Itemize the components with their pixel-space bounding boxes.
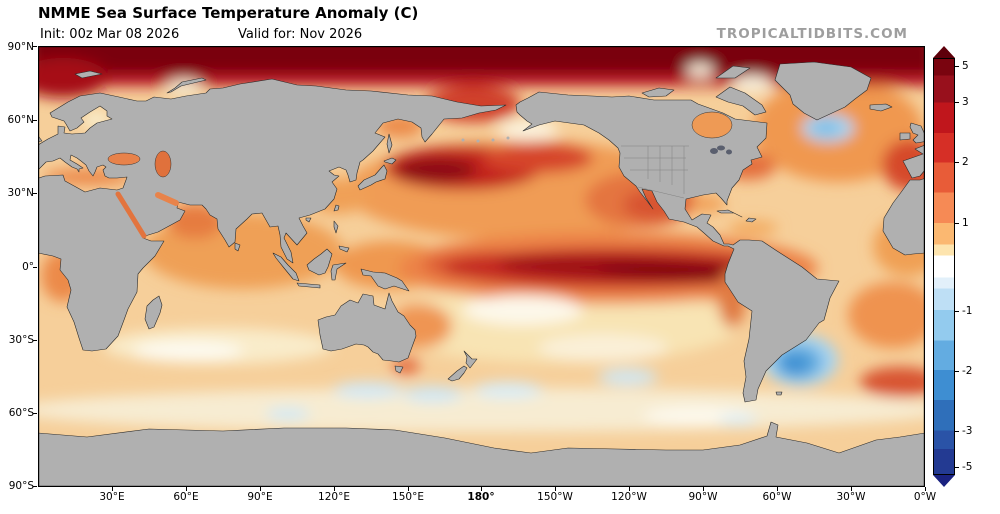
- y-tick: [33, 267, 37, 268]
- lon-label: 60°W: [762, 491, 792, 503]
- colorbar-tick-label: 2: [962, 156, 969, 168]
- x-tick: [629, 487, 630, 491]
- x-tick: [555, 487, 556, 491]
- lon-label: 60°E: [173, 491, 199, 503]
- map-frame: [38, 46, 925, 487]
- y-tick: [33, 340, 37, 341]
- x-tick: [334, 487, 335, 491]
- colorbar-tick: [955, 66, 959, 67]
- colorbar-tick: [955, 431, 959, 432]
- valid-time-label: Valid for: Nov 2026: [238, 27, 363, 42]
- lat-label: 90°N: [7, 41, 34, 53]
- page-title: NMME Sea Surface Temperature Anomaly (C): [38, 4, 419, 22]
- x-tick: [186, 487, 187, 491]
- lon-label: 150°E: [392, 491, 424, 503]
- lon-label: 120°E: [318, 491, 350, 503]
- lon-label: 30°W: [836, 491, 866, 503]
- init-time-label: Init: 00z Mar 08 2026: [40, 27, 180, 42]
- lon-label-180: 180°: [467, 491, 495, 503]
- lat-label: 90°S: [8, 480, 34, 492]
- lon-label: 150°W: [537, 491, 573, 503]
- map-plot: [38, 46, 925, 487]
- x-tick: [260, 487, 261, 491]
- y-tick: [33, 193, 37, 194]
- colorbar: [933, 58, 955, 475]
- x-tick: [408, 487, 409, 491]
- colorbar-tick-label: -5: [962, 461, 973, 473]
- lat-label: 0°: [22, 261, 34, 273]
- colorbar-tick-label: 3: [962, 96, 969, 108]
- colorbar-bottom-arrow: [933, 475, 955, 487]
- colorbar-tick-label: -1: [962, 305, 973, 317]
- tropicaltidbits-watermark: TROPICALTIDBITS.COM: [716, 26, 908, 42]
- colorbar-tick: [955, 311, 959, 312]
- lat-label: 30°S: [8, 334, 34, 346]
- x-tick: [703, 487, 704, 491]
- colorbar-tick: [955, 162, 959, 163]
- colorbar-tick-label: 1: [962, 217, 969, 229]
- y-tick: [33, 413, 37, 414]
- lon-label: 120°W: [611, 491, 647, 503]
- colorbar-tick: [955, 102, 959, 103]
- lon-label: 30°E: [99, 491, 125, 503]
- colorbar-tick-label: -2: [962, 365, 973, 377]
- x-tick: [851, 487, 852, 491]
- lon-label: 0°W: [913, 491, 937, 503]
- colorbar-tick: [955, 371, 959, 372]
- lat-label: 30°N: [7, 187, 34, 199]
- x-tick: [481, 487, 482, 491]
- x-tick: [777, 487, 778, 491]
- colorbar-tick: [955, 223, 959, 224]
- x-tick: [112, 487, 113, 491]
- lat-label: 60°S: [8, 407, 34, 419]
- x-tick: [925, 487, 926, 491]
- y-tick: [33, 486, 37, 487]
- colorbar-tick-label: 5: [962, 60, 969, 72]
- map-svg: [38, 46, 925, 487]
- y-tick: [33, 46, 37, 47]
- lon-label: 90°W: [688, 491, 718, 503]
- colorbar-tick-label: -3: [962, 425, 973, 437]
- colorbar-top-arrow: [933, 46, 955, 58]
- y-tick: [33, 120, 37, 121]
- colorbar-tick: [955, 467, 959, 468]
- lon-label: 90°E: [247, 491, 273, 503]
- lat-label: 60°N: [7, 114, 34, 126]
